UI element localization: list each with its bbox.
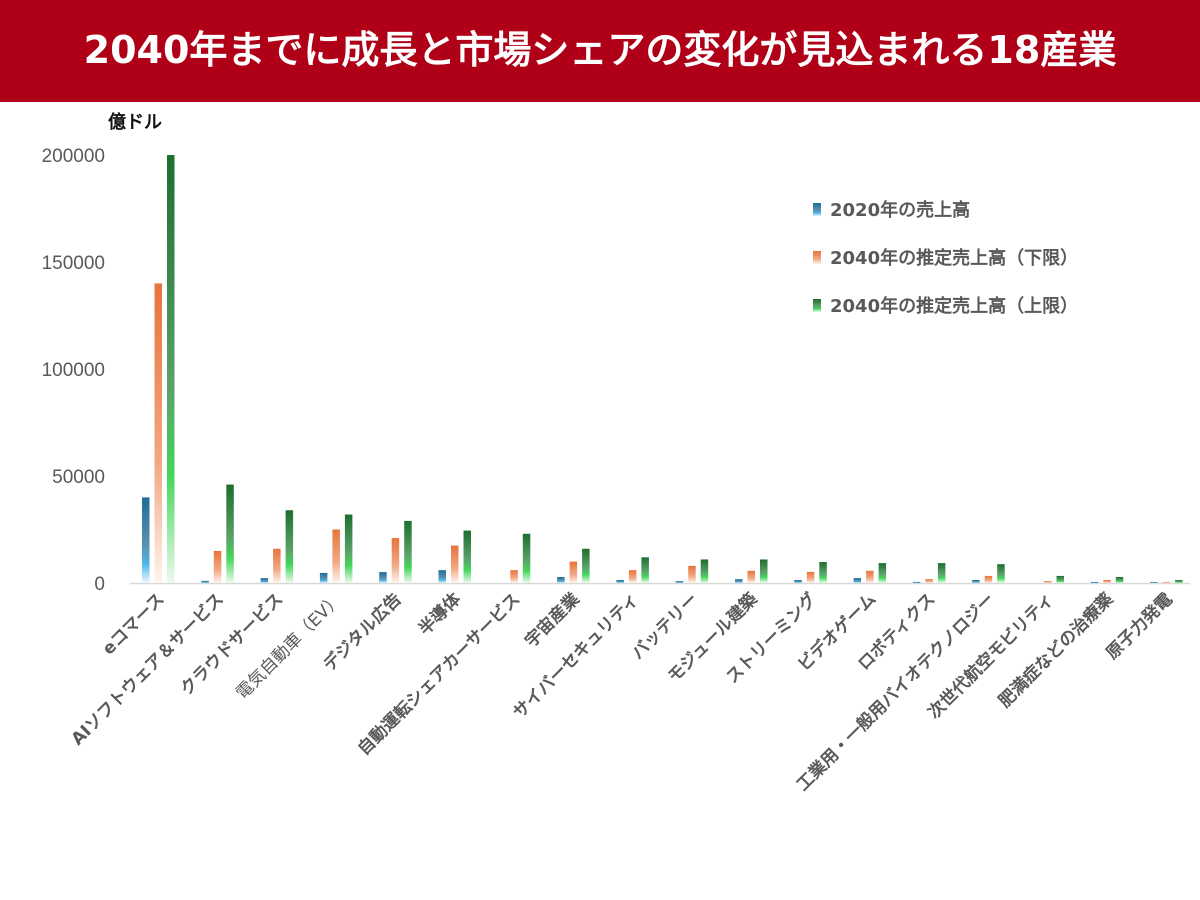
y-tick-label: 150000 [42,253,105,274]
bar [285,510,294,583]
bar [878,563,887,583]
bar [213,550,222,583]
bar [760,559,768,583]
bar [747,570,755,583]
bar [675,581,684,583]
bar [997,564,1005,583]
bar [226,484,234,583]
header-banner [0,0,1200,102]
bar [332,529,340,583]
bar [391,538,400,583]
bar [319,572,328,583]
bar [142,497,150,583]
legend-swatch [813,203,821,216]
bar [819,562,827,583]
bar [510,570,518,583]
bar [569,561,578,583]
bar [379,572,387,583]
bar [641,557,649,583]
bar [628,570,637,583]
bar [806,571,815,583]
bar [866,570,874,583]
x-tick-label: クラウドサービス [177,589,287,699]
page-title: 2040年までに成長と市場シェアの変化が見込まれる18産業 [83,28,1117,72]
bar [273,548,281,583]
legend-swatch [813,299,821,312]
bar [616,580,624,583]
legend-swatch [813,251,821,264]
bar [972,580,980,583]
legend-label: 2040年の推定売上高（下限） [830,247,1078,269]
bar [1090,581,1099,583]
bar [451,545,459,583]
bar [463,530,471,583]
legend-label: 2040年の推定売上高（上限） [830,295,1078,317]
y-tick-label: 0 [94,574,105,595]
bar [260,578,269,583]
bar [925,579,933,583]
bar [557,577,565,583]
bar [1044,581,1052,583]
legend-label: 2020年の売上高 [830,199,970,221]
bar [794,580,802,583]
bar [167,155,175,583]
bar [1103,580,1111,583]
bar [688,565,696,583]
bar [404,520,412,583]
y-axis-unit-label: 億ドル [108,112,162,133]
y-tick-label: 100000 [42,360,105,381]
bar [984,575,993,583]
bar [853,578,862,583]
bar [154,283,162,583]
bar [1175,580,1183,583]
bar [937,563,946,583]
bar [735,579,743,583]
y-tick-label: 200000 [42,146,105,167]
bar [700,559,709,583]
bar [1056,575,1064,583]
x-tick-label: 宇宙産業 [521,589,584,652]
bar [582,548,590,583]
x-tick-label: 半導体 [414,588,466,640]
bar [344,514,353,583]
x-tick-label: 肥満症などの治療薬 [994,589,1117,712]
bar [522,533,531,583]
bar [912,581,921,583]
bar [438,570,446,583]
bar [201,580,209,583]
bar [1162,581,1171,583]
bar [1115,577,1124,583]
x-tick-label: 電気自動車（EV） [232,589,346,703]
y-tick-label: 50000 [52,467,105,488]
bar [1150,582,1158,584]
